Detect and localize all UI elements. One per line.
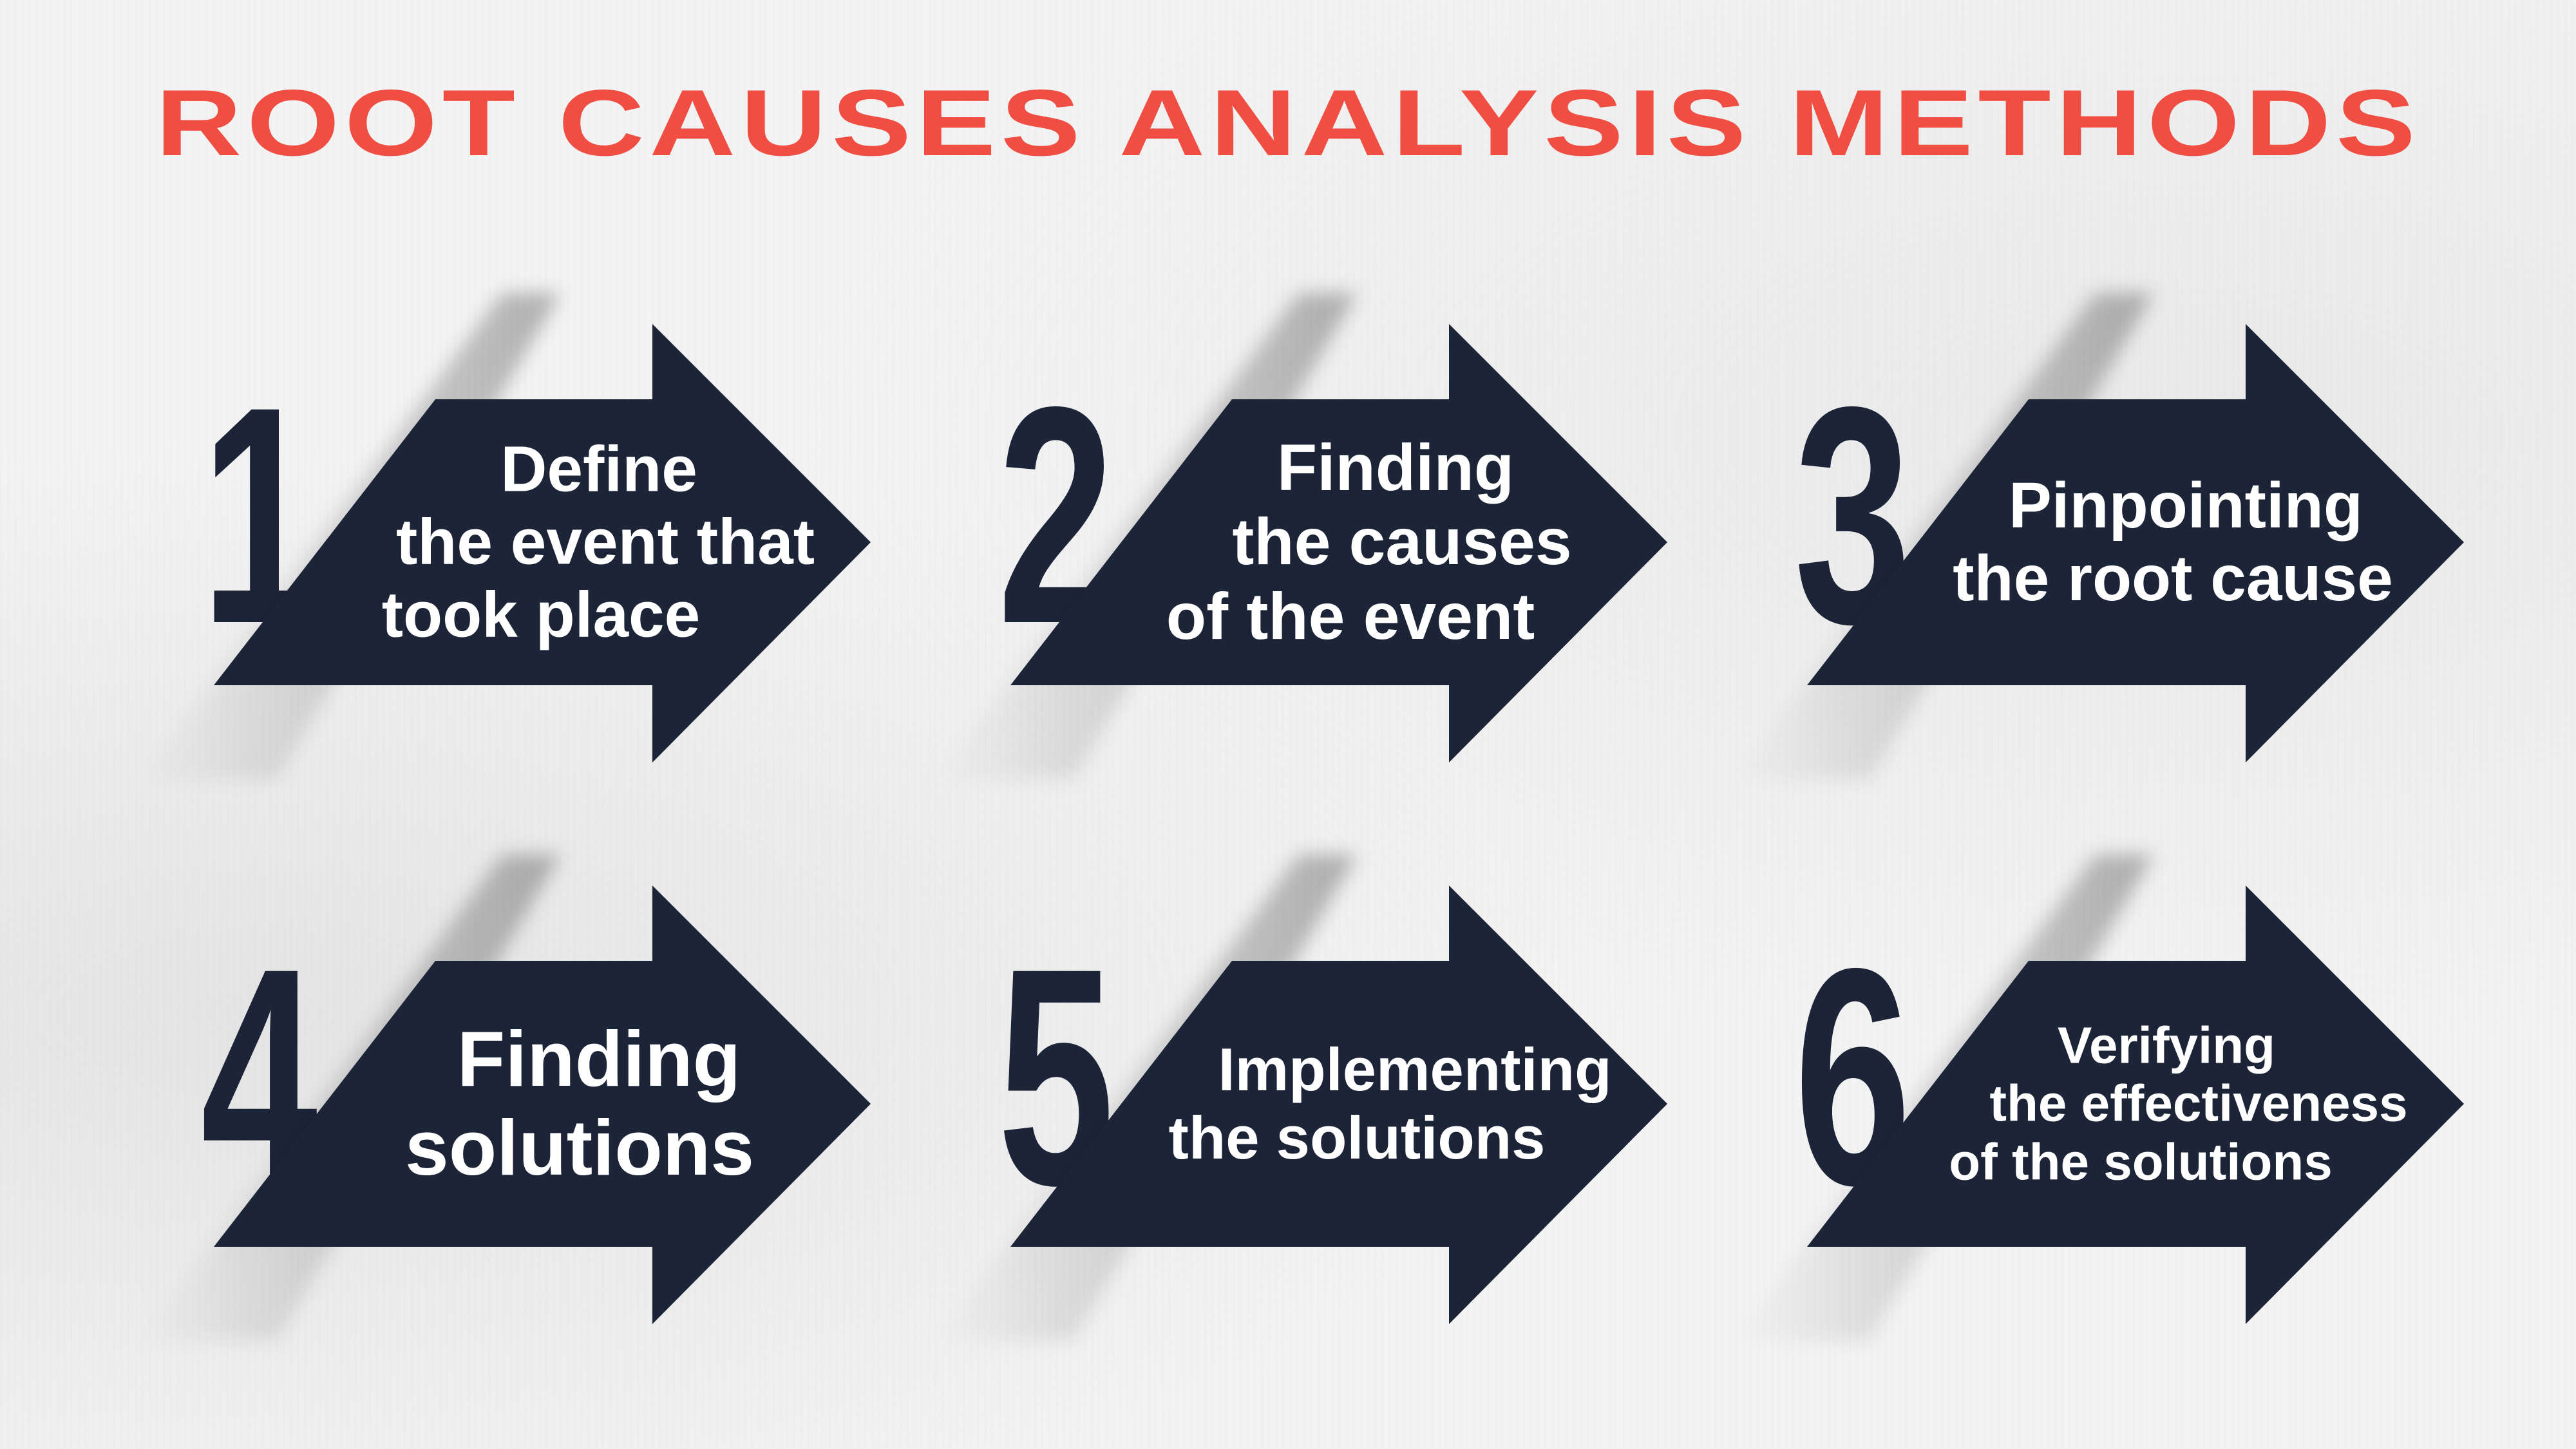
step-label: Implementing the solutions <box>1151 1036 1612 1172</box>
step-label-line: Pinpointing <box>2009 469 2363 542</box>
step-label-line: Implementing <box>1218 1035 1612 1103</box>
step-label: Pinpointing the root cause <box>1947 469 2398 615</box>
step-card-6: 6 Verifying the effectiveness of the solut… <box>1735 845 2476 1347</box>
arrow-right-icon <box>1807 886 2464 1324</box>
step-label-line: the effectiveness <box>1989 1074 2408 1132</box>
step-label-line: solutions <box>404 1104 755 1191</box>
arrow-right-icon <box>1807 324 2464 762</box>
step-card-5: 5 Implementing the solutions <box>938 845 1679 1347</box>
step-label: Verifying the effectiveness of the solutio… <box>1947 1016 2407 1191</box>
step-card-3: 3 Pinpointing the root cause <box>1735 283 2476 786</box>
step-card-2: 2 Finding the causes of the event <box>938 283 1679 786</box>
page-title: ROOT CAUSES ANALYSIS METHODS <box>155 70 2421 175</box>
step-label-line: the event that <box>395 506 815 578</box>
step-label-line: the causes <box>1232 505 1572 579</box>
step-card-1: 1 Define the event that took place <box>142 283 882 786</box>
step-label: Finding solutions <box>354 1015 805 1193</box>
arrow-right-icon <box>1010 324 1667 762</box>
step-label: Finding the causes of the event <box>1151 431 1602 654</box>
step-label-line: Finding <box>457 1015 741 1103</box>
step-label-line: Finding <box>1276 431 1515 505</box>
step-label: Define the event that took place <box>354 433 815 652</box>
step-label-line: of the solutions <box>1949 1133 2333 1191</box>
step-label-line: the solutions <box>1168 1104 1546 1171</box>
step-label-line: Verifying <box>2058 1016 2275 1074</box>
arrow-right-icon <box>1010 886 1667 1324</box>
step-label-line: took place <box>381 578 701 651</box>
step-label-line: Define <box>500 433 697 506</box>
arrow-right-icon <box>214 324 871 762</box>
arrow-right-icon <box>214 886 871 1324</box>
step-card-4: 4 Finding solutions <box>142 845 882 1347</box>
step-label-line: of the event <box>1166 579 1535 653</box>
step-label-line: the root cause <box>1953 542 2393 614</box>
